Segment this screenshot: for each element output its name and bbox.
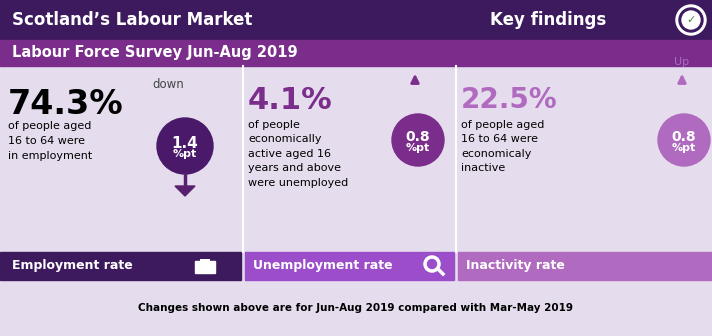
- Bar: [0, 66, 712, 252]
- Text: 74.3%: 74.3%: [8, 88, 124, 121]
- Bar: [245, 252, 454, 280]
- Text: Inactivity rate: Inactivity rate: [466, 259, 565, 272]
- Text: of people aged
16 to 64 were
in employment: of people aged 16 to 64 were in employme…: [8, 121, 93, 161]
- Text: %pt: %pt: [406, 143, 430, 153]
- Bar: [0, 40, 712, 66]
- Text: Employment rate: Employment rate: [12, 259, 132, 272]
- Text: %pt: %pt: [173, 149, 197, 159]
- Text: Up: Up: [407, 57, 422, 67]
- Text: Labour Force Survey Jun-Aug 2019: Labour Force Survey Jun-Aug 2019: [12, 45, 298, 60]
- Circle shape: [658, 114, 710, 166]
- Text: 0.8: 0.8: [671, 130, 696, 144]
- Text: %pt: %pt: [672, 143, 696, 153]
- Bar: [195, 261, 215, 273]
- Circle shape: [157, 118, 213, 174]
- Text: 0.8: 0.8: [406, 130, 430, 144]
- Text: Up: Up: [674, 57, 689, 67]
- Bar: [0, 252, 241, 280]
- Bar: [458, 252, 712, 280]
- Text: down: down: [152, 78, 184, 91]
- Text: 22.5%: 22.5%: [461, 86, 557, 114]
- Circle shape: [682, 11, 700, 29]
- Polygon shape: [175, 186, 195, 196]
- Text: Scotland’s Labour Market: Scotland’s Labour Market: [12, 11, 252, 29]
- Text: ✓: ✓: [686, 15, 696, 25]
- Bar: [195, 261, 215, 273]
- Bar: [200, 259, 210, 263]
- Circle shape: [679, 8, 703, 32]
- Text: 1.4: 1.4: [172, 135, 199, 151]
- Circle shape: [676, 5, 706, 35]
- Bar: [0, 0, 712, 40]
- Text: of people
economically
active aged 16
years and above
were unemployed: of people economically active aged 16 ye…: [248, 120, 348, 187]
- Text: of people aged
16 to 64 were
economicaly
inactive: of people aged 16 to 64 were economicaly…: [461, 120, 545, 173]
- Text: Unemployment rate: Unemployment rate: [253, 259, 392, 272]
- Text: Key findings: Key findings: [490, 11, 606, 29]
- Text: Changes shown above are for Jun-Aug 2019 compared with Mar-May 2019: Changes shown above are for Jun-Aug 2019…: [139, 303, 573, 313]
- Circle shape: [392, 114, 444, 166]
- Text: 4.1%: 4.1%: [248, 86, 333, 115]
